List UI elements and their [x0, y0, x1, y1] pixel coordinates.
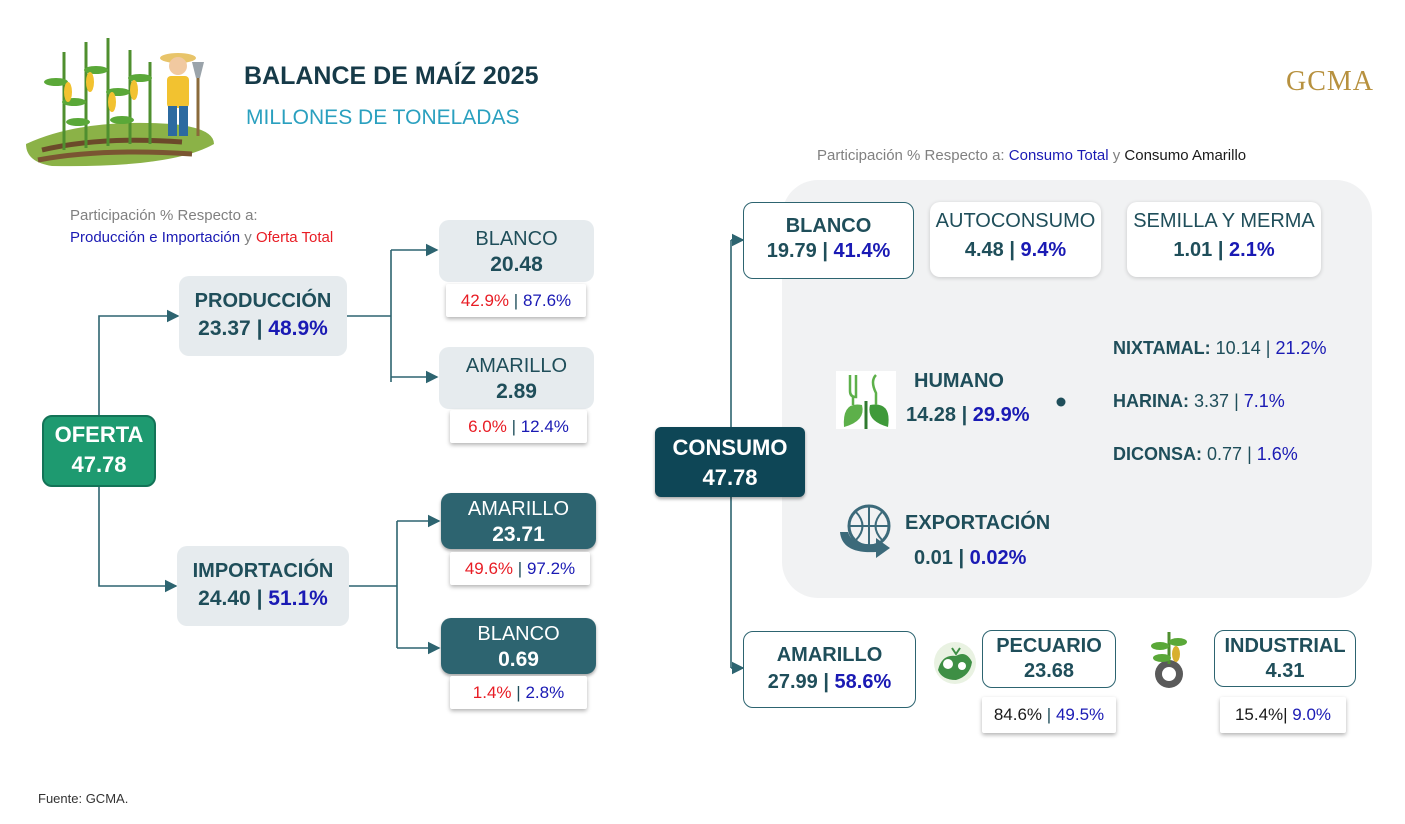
- oferta-to-importacion-line: [98, 486, 178, 593]
- oferta-to-produccion-line: [98, 309, 180, 416]
- importacion-box: IMPORTACIÓN 24.40 | 51.1%: [177, 546, 349, 626]
- left-note-legend: Producción e Importación y Oferta Total: [70, 229, 334, 246]
- pecuario-pct: 84.6% | 49.5%: [982, 697, 1116, 733]
- gcma-logo: GCMA: [1286, 66, 1375, 97]
- industrial-gear-plant-icon: [1151, 632, 1187, 688]
- imp-amarillo-pct: 49.6% | 97.2%: [450, 552, 590, 585]
- oferta-box: OFERTA 47.78: [42, 415, 156, 487]
- industrial-pct: 15.4%| 9.0%: [1220, 697, 1346, 733]
- produccion-box: PRODUCCIÓN 23.37 | 48.9%: [179, 276, 347, 356]
- page-title: BALANCE DE MAÍZ 2025: [244, 62, 539, 90]
- harina-item: HARINA: 3.37 | 7.1%: [1113, 391, 1285, 411]
- food-plant-icon: [836, 371, 896, 429]
- pecuario-box: PECUARIO 23.68: [982, 630, 1116, 688]
- branch-dot-icon: [1056, 397, 1066, 407]
- consumo-amarillo-box: AMARILLO 27.99 | 58.6%: [743, 631, 916, 708]
- prod-amarillo-box: AMARILLO 2.89: [439, 347, 594, 409]
- humano-block: HUMANO: [914, 370, 1004, 392]
- left-note-prefix: Participación % Respecto a:: [70, 207, 258, 224]
- prod-blanco-box: BLANCO 20.48: [439, 220, 594, 282]
- imp-blanco-box: BLANCO 0.69: [441, 618, 596, 674]
- export-globe-icon: [840, 504, 891, 558]
- autoconsumo-box: AUTOCONSUMO 4.48 | 9.4%: [930, 202, 1101, 277]
- farmer-cornfield-icon: [26, 38, 214, 167]
- humano-values: 14.28 | 29.9%: [906, 404, 1030, 426]
- exportacion-label: EXPORTACIÓN: [905, 512, 1051, 534]
- exportacion-values: 0.01 | 0.02%: [914, 547, 1027, 569]
- industrial-box: INDUSTRIAL 4.31: [1214, 630, 1356, 687]
- nixtamal-item: NIXTAMAL: 10.14 | 21.2%: [1113, 338, 1327, 358]
- consumo-box: CONSUMO 47.78: [655, 427, 805, 497]
- prod-blanco-pct: 42.9% | 87.6%: [446, 284, 586, 317]
- prod-amarillo-pct: 6.0% | 12.4%: [450, 410, 587, 443]
- livestock-icon: [934, 642, 976, 684]
- imp-amarillo-box: AMARILLO 23.71: [441, 493, 596, 549]
- consumo-blanco-box: BLANCO 19.79 | 41.4%: [743, 202, 914, 279]
- page-subtitle: MILLONES DE TONELADAS: [246, 106, 520, 129]
- semilla-merma-box: SEMILLA Y MERMA 1.01 | 2.1%: [1127, 202, 1321, 277]
- source-note: Fuente: GCMA.: [38, 791, 129, 806]
- diconsa-item: DICONSA: 0.77 | 1.6%: [1113, 444, 1298, 464]
- right-note: Participación % Respecto a: Consumo Tota…: [817, 147, 1247, 164]
- imp-blanco-pct: 1.4% | 2.8%: [450, 676, 587, 709]
